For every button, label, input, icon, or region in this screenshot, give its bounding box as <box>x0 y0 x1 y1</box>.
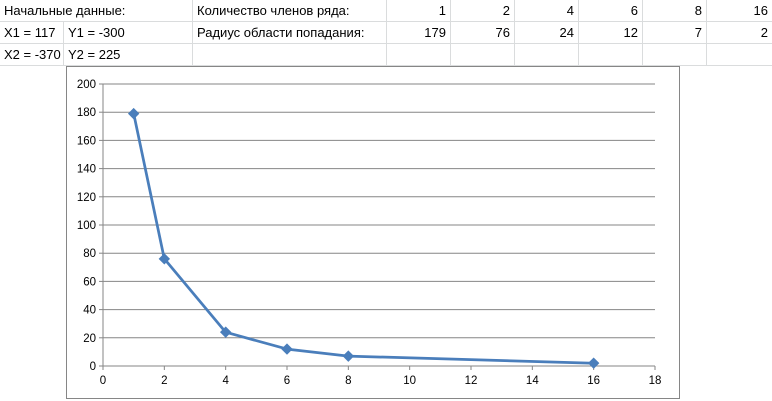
cell-empty[interactable] <box>193 44 387 66</box>
cell-term-4[interactable]: 6 <box>579 0 643 22</box>
cell-term-5[interactable]: 8 <box>643 0 707 22</box>
x-tick-label: 10 <box>403 375 416 387</box>
y-tick-label: 160 <box>77 135 96 147</box>
term-value: 4 <box>566 3 574 18</box>
y-tick-label: 0 <box>90 361 96 373</box>
cell-empty[interactable] <box>515 44 579 66</box>
y-tick-label: 80 <box>83 248 96 260</box>
cell-x1[interactable]: X1 = 117 <box>0 22 64 44</box>
x-tick-label: 4 <box>222 375 229 387</box>
y-tick-label: 100 <box>77 220 96 232</box>
chart-object[interactable]: 0 20 40 60 80 100 120 140 160 180 200 0 2 4 6 8 10 12 14 16… <box>66 66 680 399</box>
term-value: 6 <box>630 3 638 18</box>
radius-value: 7 <box>694 25 702 40</box>
radius-value: 179 <box>424 25 446 40</box>
cell-empty[interactable] <box>707 44 772 66</box>
term-value: 16 <box>753 3 768 18</box>
cell-radius-1[interactable]: 179 <box>387 22 451 44</box>
y-tick-label: 20 <box>83 333 96 345</box>
cell-radius-4[interactable]: 12 <box>579 22 643 44</box>
term-value: 2 <box>502 3 510 18</box>
cell-radius-3[interactable]: 24 <box>515 22 579 44</box>
y-tick-label: 40 <box>83 305 96 317</box>
radius-value: 24 <box>559 25 574 40</box>
cell-radius-6[interactable]: 2 <box>707 22 772 44</box>
cell-x2[interactable]: X2 = -370 <box>0 44 64 66</box>
data-point <box>158 253 171 265</box>
cell-empty[interactable] <box>579 44 643 66</box>
data-point <box>127 107 140 120</box>
cell-term-3[interactable]: 4 <box>515 0 579 22</box>
cell-empty[interactable] <box>451 44 515 66</box>
data-point <box>587 357 600 369</box>
y-tick-label: 180 <box>77 107 96 119</box>
radius-value: 76 <box>495 25 510 40</box>
term-value: 8 <box>694 3 702 18</box>
chart-svg: 0 20 40 60 80 100 120 140 160 180 200 0 2 4 6 8 10 12 14 16… <box>77 79 662 387</box>
x-tick-label: 12 <box>465 375 478 387</box>
x-tick-label: 16 <box>587 375 600 387</box>
x-tick-label: 2 <box>161 375 167 387</box>
y-tick-label: 140 <box>77 164 96 176</box>
cell-term-1[interactable]: 1 <box>387 0 451 22</box>
x-tick-label: 8 <box>345 375 351 387</box>
term-value: 1 <box>438 3 446 18</box>
x-tick-label: 18 <box>649 375 662 387</box>
cell-radius-label[interactable]: Радиус области попадания: <box>193 22 387 44</box>
cell-empty[interactable] <box>643 44 707 66</box>
data-point <box>281 343 293 355</box>
cell-term-6[interactable]: 16 <box>707 0 772 22</box>
x-tick-label: 14 <box>526 375 539 387</box>
cell-radius-2[interactable]: 76 <box>451 22 515 44</box>
radius-value: 12 <box>623 25 638 40</box>
y-tick-label: 120 <box>77 192 96 204</box>
data-point <box>219 326 232 338</box>
radius-value: 2 <box>760 25 768 40</box>
series-line <box>132 113 594 365</box>
cell-start-label[interactable]: Начальные данные: <box>0 0 193 22</box>
y-tick-label: 200 <box>77 79 96 91</box>
y-tick-label: 60 <box>83 276 96 288</box>
y2-value: Y2 = 225 <box>68 47 121 62</box>
cell-y2[interactable]: Y2 = 225 <box>64 44 193 66</box>
cell-radius-5[interactable]: 7 <box>643 22 707 44</box>
x2-value: X2 = -370 <box>4 47 61 62</box>
x1-value: X1 = 117 <box>4 25 56 40</box>
terms-label: Количество членов ряда: <box>197 3 350 18</box>
cell-terms-label[interactable]: Количество членов ряда: <box>193 0 387 22</box>
start-label: Начальные данные: <box>4 3 126 18</box>
x-tick-label: 0 <box>100 375 106 387</box>
data-point <box>342 350 355 362</box>
radius-label: Радиус области попадания: <box>197 25 365 40</box>
y1-value: Y1 = -300 <box>68 25 125 40</box>
cell-term-2[interactable]: 2 <box>451 0 515 22</box>
cell-empty[interactable] <box>387 44 451 66</box>
x-tick-label: 6 <box>284 375 290 387</box>
cell-y1[interactable]: Y1 = -300 <box>64 22 193 44</box>
